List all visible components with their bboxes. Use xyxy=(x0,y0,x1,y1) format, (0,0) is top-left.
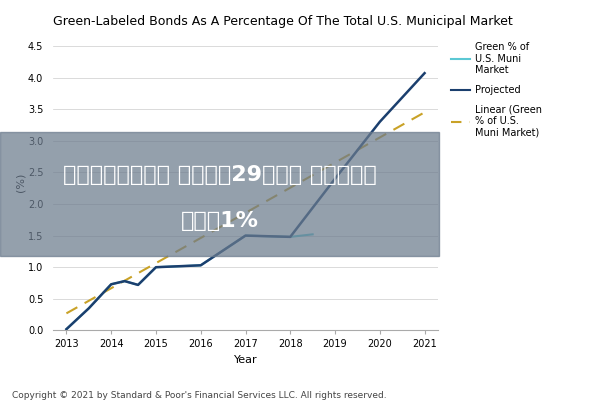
Text: Copyright © 2021 by Standard & Poor's Financial Services LLC. All rights reserve: Copyright © 2021 by Standard & Poor's Fi… xyxy=(12,391,386,400)
Y-axis label: (%): (%) xyxy=(15,172,25,192)
Text: 均跌超1%: 均跌超1% xyxy=(181,211,259,231)
Text: Green-Labeled Bonds As A Percentage Of The Total U.S. Municipal Market: Green-Labeled Bonds As A Percentage Of T… xyxy=(53,15,513,28)
X-axis label: Year: Year xyxy=(233,355,257,365)
Text: 网络股票配资公司 国际油价29日下跌 美油、布油: 网络股票配资公司 国际油价29日下跌 美油、布油 xyxy=(63,166,376,186)
Legend: Green % of
U.S. Muni
Market, Projected, Linear (Green
% of U.S.
Muni Market): Green % of U.S. Muni Market, Projected, … xyxy=(447,38,546,142)
